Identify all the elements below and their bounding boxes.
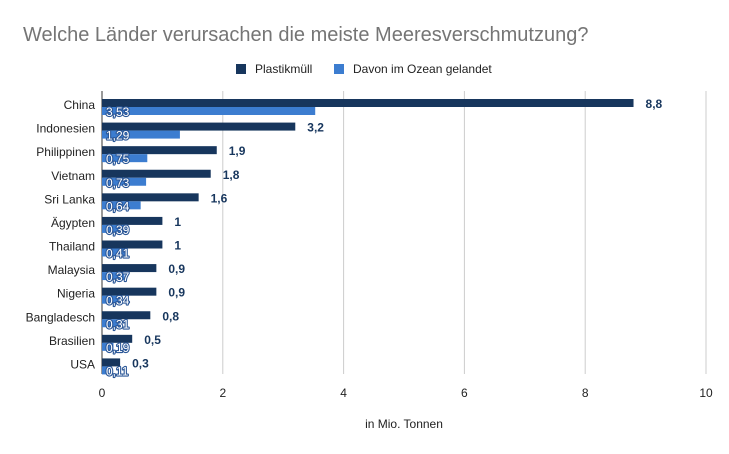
data-label-ozean: 0,37 (106, 270, 130, 284)
bar-ozean (102, 342, 114, 351)
category-label: Vietnam (51, 169, 95, 183)
bar-plastikmuell (102, 146, 217, 155)
category-label: Bangladesch (26, 310, 95, 324)
bars (102, 99, 634, 375)
bar-ozean (102, 248, 127, 257)
data-label-plastikmuell: 1 (174, 215, 181, 229)
bar-ozean (102, 130, 180, 139)
category-labels: China Indonesien Philippinen Vietnam Sri Lan… (26, 98, 96, 371)
bar-ozean (102, 107, 316, 115)
legend-label-plastikmuell: Plastikmüll (255, 62, 312, 76)
category-label: Sri Lanka (44, 192, 95, 206)
data-label-ozean: 0,34 (106, 294, 130, 308)
bar-plastikmuell (102, 311, 151, 320)
data-label-ozean: 0,11 (106, 364, 129, 378)
bar-ozean (102, 201, 141, 210)
x-tick-label: 2 (219, 386, 226, 400)
data-label-ozean: 0,39 (106, 223, 130, 237)
data-label-ozean: 0,75 (106, 152, 130, 166)
x-tick-label: 0 (99, 386, 106, 400)
bar-ozean (102, 177, 147, 186)
bar-ozean (102, 272, 125, 281)
bar-plastikmuell (102, 358, 121, 367)
legend-label-ozean: Davon im Ozean gelandet (353, 62, 492, 76)
bar-ozean (102, 295, 123, 304)
x-tick-label: 6 (461, 386, 468, 400)
chart-title: Welche Länder verursachen die meiste Mee… (23, 24, 588, 46)
data-labels: 8,8 3,53 3,2 1,29 1,9 0,75 1,8 0,73 1,6 0,64 1 0,39… (105, 97, 663, 380)
data-label-plastikmuell: 0,5 (144, 333, 161, 347)
bar-ozean (102, 319, 121, 328)
category-label: Brasilien (49, 334, 95, 348)
bar-plastikmuell (102, 334, 133, 343)
data-label-ozean: 0,41 (106, 247, 130, 261)
x-tick-label: 10 (699, 386, 713, 400)
data-label-plastikmuell: 8,8 (646, 97, 663, 111)
bar-plastikmuell (102, 287, 157, 296)
data-label-plastikmuell: 1 (174, 239, 181, 253)
data-label-ozean: 1,29 (106, 129, 130, 143)
data-label-plastikmuell: 0,8 (162, 309, 179, 323)
category-label: Nigeria (57, 287, 95, 301)
category-label: Indonesien (36, 122, 95, 136)
x-axis-title: in Mio. Tonnen (365, 417, 443, 431)
data-label-plastikmuell: 0,9 (168, 286, 185, 300)
data-label-plastikmuell: 1,6 (211, 191, 228, 205)
x-tick-label: 4 (340, 386, 347, 400)
category-label: Malaysia (48, 263, 96, 277)
data-label-plastikmuell: 1,9 (229, 144, 246, 158)
category-label: Philippinen (36, 145, 95, 159)
bar-plastikmuell (102, 193, 199, 202)
category-label: China (64, 98, 96, 112)
gridlines (101, 91, 707, 374)
x-tick-label: 8 (582, 386, 589, 400)
bar-plastikmuell (102, 122, 296, 131)
category-label: USA (70, 357, 95, 371)
bar-plastikmuell (102, 216, 163, 225)
data-label-plastikmuell: 0,9 (168, 262, 185, 276)
data-label-ozean: 3,53 (106, 105, 130, 119)
data-label-ozean: 0,64 (106, 199, 130, 213)
bar-plastikmuell (102, 169, 211, 178)
category-label: Thailand (49, 240, 95, 254)
bar-ozean (102, 154, 148, 163)
bar-plastikmuell (102, 99, 634, 107)
x-tick-labels: 0 2 4 6 8 10 (99, 386, 713, 400)
legend-swatch-ozean (334, 64, 344, 74)
data-label-ozean: 0,31 (106, 317, 130, 331)
legend: Plastikmüll Davon im Ozean gelandet (236, 62, 492, 76)
data-label-ozean: 0,19 (106, 341, 130, 355)
bar-plastikmuell (102, 240, 163, 249)
data-label-plastikmuell: 0,3 (132, 356, 149, 370)
legend-swatch-plastikmuell (236, 64, 246, 74)
bar-ozean (102, 366, 109, 375)
bar-plastikmuell (102, 264, 157, 273)
category-label: Ägypten (51, 216, 95, 230)
data-label-ozean: 0,73 (106, 176, 130, 190)
bar-ozean (102, 224, 126, 233)
data-label-plastikmuell: 3,2 (307, 121, 324, 135)
data-label-plastikmuell: 1,8 (223, 168, 240, 182)
